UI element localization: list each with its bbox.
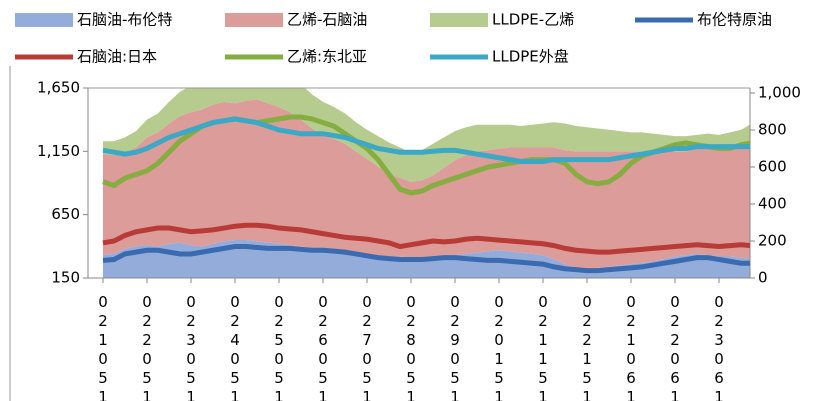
line-series — [102, 222, 750, 255]
legend-label: LLDPE外盘 — [492, 48, 569, 66]
x-tick-label: 023051 — [182, 293, 200, 401]
legend-label: 乙烯:东北亚 — [287, 48, 367, 66]
area — [103, 88, 750, 182]
y2-tick-label: 600 — [758, 157, 787, 175]
legend-label: 乙烯-石脑油 — [287, 11, 367, 29]
x-tick-label: 027051 — [358, 293, 376, 401]
line-series — [102, 116, 750, 164]
legend-label: 布伦特原油 — [697, 11, 772, 29]
x-tick-label: 021061 — [622, 293, 640, 401]
legend-label: 石脑油:日本 — [77, 48, 157, 66]
x-tick-label: 023061 — [710, 293, 728, 401]
x-tick-label: 026051 — [314, 293, 332, 401]
x-tick-label: 021051 — [94, 293, 112, 401]
y2-tick-label: 0 — [758, 269, 768, 287]
x-tick-label: 022051 — [138, 293, 156, 401]
x-tick-label: 025051 — [270, 293, 288, 401]
y2-tick-label: 200 — [758, 231, 787, 249]
y-tick-label: 1,650 — [37, 79, 80, 97]
x-tick-label: 020151 — [490, 293, 508, 401]
legend-label: 石脑油-布伦特 — [77, 11, 172, 29]
x-tick-label: 021151 — [534, 293, 552, 401]
x-tick-label: 022061 — [666, 293, 684, 401]
x-tick-label: 029051 — [446, 293, 464, 401]
legend-swatch — [15, 13, 73, 27]
line-series — [102, 244, 750, 274]
y-tick-label: 1,150 — [37, 142, 80, 160]
y-tick-label: 150 — [51, 269, 80, 287]
legend-swatch — [430, 13, 488, 27]
x-tick-label: 022151 — [578, 293, 596, 401]
y-tick-label: 650 — [51, 205, 80, 223]
legend-label: LLDPE-乙烯 — [492, 11, 574, 29]
y2-tick-label: 1,000 — [758, 83, 801, 101]
legend-swatch — [225, 13, 283, 27]
y2-tick-label: 400 — [758, 194, 787, 212]
y2-tick-label: 800 — [758, 120, 787, 138]
x-tick-label: 028051 — [402, 293, 420, 401]
x-tick-label: 024051 — [226, 293, 244, 401]
